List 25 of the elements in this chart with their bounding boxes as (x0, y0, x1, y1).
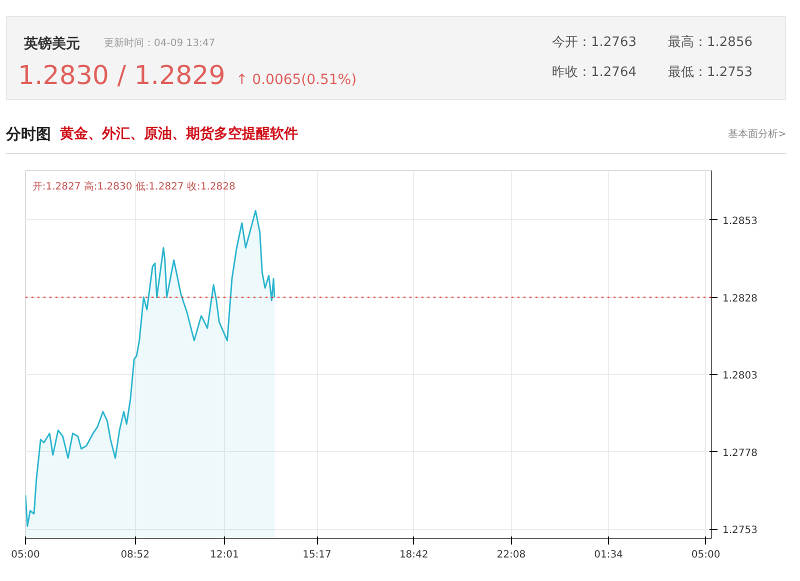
chart-title: 英镑美元 (24, 34, 80, 54)
y-tick-label: 1.2853 (722, 216, 758, 227)
annotation: 开:1.2827 高:1.2830 低:1.2827 收:1.2828 (32, 180, 236, 193)
x-tick-label: 08:52 (120, 550, 150, 560)
x-tick-label: 15:17 (302, 550, 332, 560)
y-tick-label: 1.2778 (722, 448, 758, 459)
x-tick-label: 22:08 (496, 550, 526, 560)
x-tick-label: 01:34 (594, 550, 623, 560)
text: 昨收：1.2764 (552, 64, 636, 82)
text: 1.2830 / 1.2829 (18, 60, 226, 93)
text: 基本面分析> (728, 128, 786, 142)
x-tick-label: 18:42 (399, 550, 428, 560)
text: 今开：1.2763 (552, 34, 636, 52)
y-tick-label: 1.2828 (722, 293, 758, 304)
x-tick-label: 12:01 (210, 550, 239, 560)
text: 分时图 (6, 124, 51, 145)
x-tick-label: 05:00 (691, 550, 720, 560)
text: ↑ 0.0065(0.51%) (236, 71, 357, 90)
text: 黄金、外汇、原油、期货多空提醒软件 (60, 124, 298, 144)
text: 最低：1.2753 (668, 64, 752, 82)
y-tick-label: 1.2803 (722, 370, 758, 382)
y-tick-label: 1.2753 (722, 525, 758, 536)
x-tick-label: 05:00 (11, 550, 40, 560)
text: 最高：1.2856 (668, 34, 752, 52)
chart-subtitle: 更新时间：04-09 13:47 (104, 37, 216, 51)
